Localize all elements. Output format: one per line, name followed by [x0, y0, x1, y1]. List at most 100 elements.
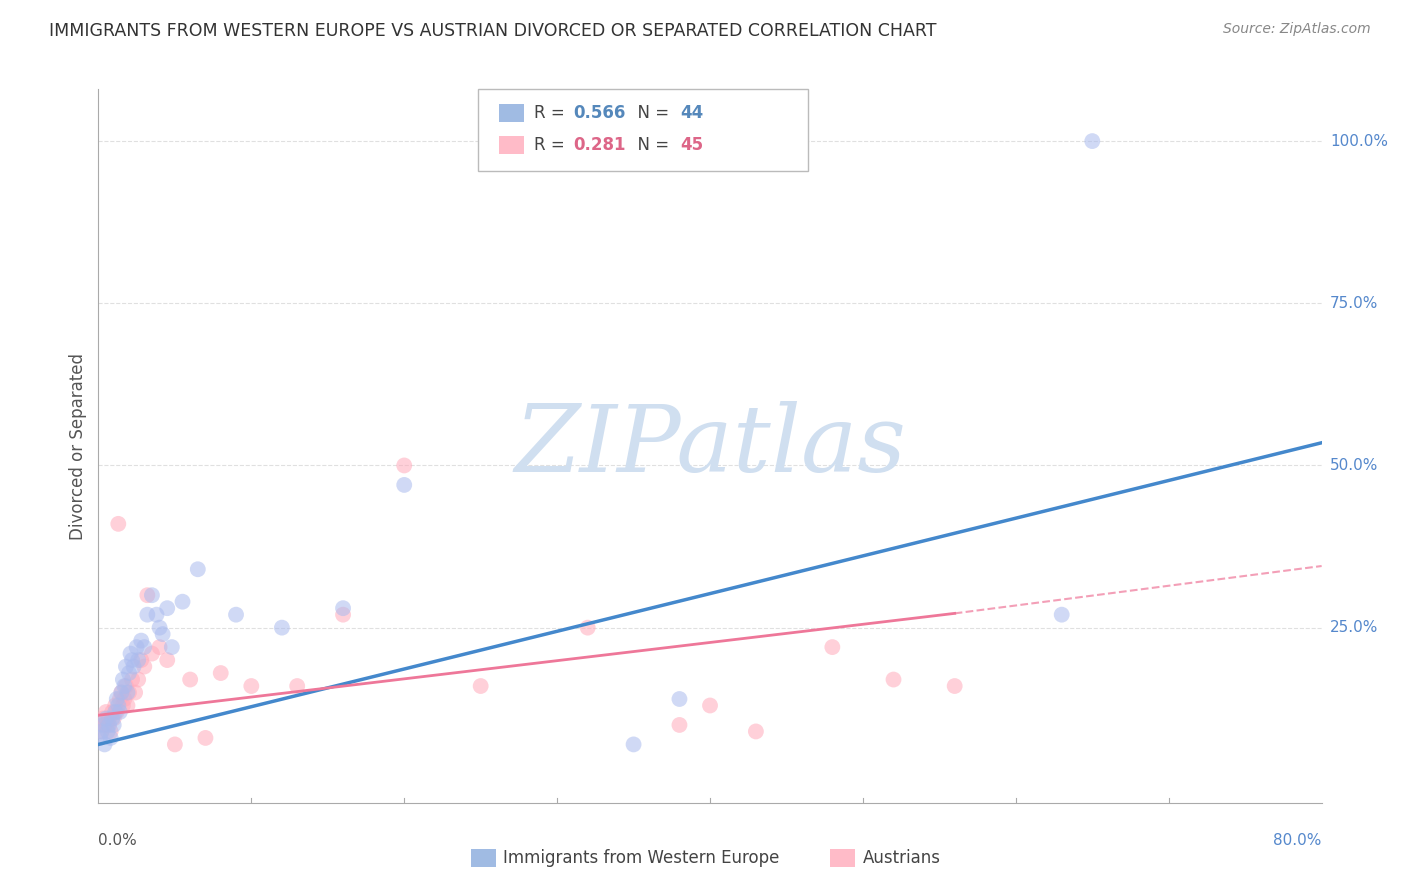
- Point: [179, 673, 201, 687]
- Point: [101, 711, 124, 725]
- Point: [97, 718, 120, 732]
- Point: [93, 738, 115, 752]
- Point: [108, 705, 131, 719]
- Point: [90, 724, 112, 739]
- Text: 80.0%: 80.0%: [1274, 833, 1322, 848]
- Point: [94, 711, 117, 725]
- Point: [149, 621, 172, 635]
- Point: [124, 685, 146, 699]
- Point: [141, 647, 163, 661]
- Point: [576, 621, 599, 635]
- Point: [745, 724, 768, 739]
- Point: [118, 685, 141, 699]
- Point: [89, 731, 111, 745]
- Point: [104, 705, 127, 719]
- Point: [194, 731, 217, 745]
- Point: [129, 653, 152, 667]
- Point: [821, 640, 844, 654]
- Point: [134, 659, 156, 673]
- Point: [101, 705, 124, 719]
- Point: [115, 659, 138, 673]
- Point: [111, 673, 134, 687]
- Text: N =: N =: [627, 104, 675, 122]
- Text: IMMIGRANTS FROM WESTERN EUROPE VS AUSTRIAN DIVORCED OR SEPARATED CORRELATION CHA: IMMIGRANTS FROM WESTERN EUROPE VS AUSTRI…: [49, 22, 936, 40]
- Point: [97, 724, 120, 739]
- Point: [110, 685, 132, 699]
- Point: [89, 718, 111, 732]
- Text: 44: 44: [681, 104, 704, 122]
- Point: [943, 679, 966, 693]
- Point: [118, 666, 141, 681]
- Text: 0.566: 0.566: [574, 104, 626, 122]
- Point: [1081, 134, 1104, 148]
- Point: [136, 588, 159, 602]
- Text: 75.0%: 75.0%: [1330, 296, 1378, 310]
- Point: [668, 718, 690, 732]
- Text: 25.0%: 25.0%: [1330, 620, 1378, 635]
- Point: [112, 679, 135, 693]
- Point: [240, 679, 263, 693]
- Point: [270, 621, 292, 635]
- Point: [392, 478, 416, 492]
- Point: [225, 607, 247, 622]
- Text: N =: N =: [627, 136, 675, 154]
- Point: [103, 718, 125, 732]
- Point: [120, 647, 142, 661]
- Point: [156, 601, 179, 615]
- Point: [134, 640, 156, 654]
- Point: [91, 718, 114, 732]
- Text: Source: ZipAtlas.com: Source: ZipAtlas.com: [1223, 22, 1371, 37]
- Text: R =: R =: [534, 104, 571, 122]
- Point: [127, 673, 149, 687]
- Point: [93, 718, 115, 732]
- Point: [117, 698, 139, 713]
- Point: [172, 595, 194, 609]
- Point: [110, 685, 132, 699]
- Point: [883, 673, 905, 687]
- Text: R =: R =: [534, 136, 571, 154]
- Point: [115, 679, 138, 693]
- Point: [117, 685, 139, 699]
- Point: [129, 633, 152, 648]
- Text: 0.281: 0.281: [574, 136, 626, 154]
- Point: [122, 659, 145, 673]
- Text: ZIPatlas: ZIPatlas: [515, 401, 905, 491]
- Point: [100, 724, 122, 739]
- Point: [156, 653, 179, 667]
- Text: Austrians: Austrians: [863, 849, 941, 867]
- Point: [104, 698, 127, 713]
- Text: 0.0%: 0.0%: [98, 833, 138, 848]
- Point: [107, 698, 129, 713]
- Point: [111, 698, 134, 713]
- Point: [1050, 607, 1073, 622]
- Point: [108, 692, 131, 706]
- Point: [699, 698, 721, 713]
- Point: [127, 653, 149, 667]
- Point: [105, 705, 128, 719]
- Point: [90, 724, 112, 739]
- Point: [107, 516, 129, 531]
- Point: [160, 640, 183, 654]
- Point: [91, 711, 114, 725]
- Text: 45: 45: [681, 136, 703, 154]
- Text: 50.0%: 50.0%: [1330, 458, 1378, 473]
- Point: [285, 679, 308, 693]
- Point: [141, 588, 163, 602]
- Point: [98, 718, 121, 732]
- Point: [145, 607, 167, 622]
- Point: [112, 692, 135, 706]
- Point: [98, 711, 121, 725]
- Point: [623, 738, 645, 752]
- Point: [209, 666, 232, 681]
- Point: [470, 679, 492, 693]
- Point: [152, 627, 174, 641]
- Point: [668, 692, 690, 706]
- Point: [94, 705, 117, 719]
- Point: [392, 458, 416, 473]
- Point: [163, 738, 186, 752]
- Point: [121, 653, 143, 667]
- Point: [149, 640, 172, 654]
- Point: [136, 607, 159, 622]
- Y-axis label: Divorced or Separated: Divorced or Separated: [69, 352, 87, 540]
- Point: [100, 731, 122, 745]
